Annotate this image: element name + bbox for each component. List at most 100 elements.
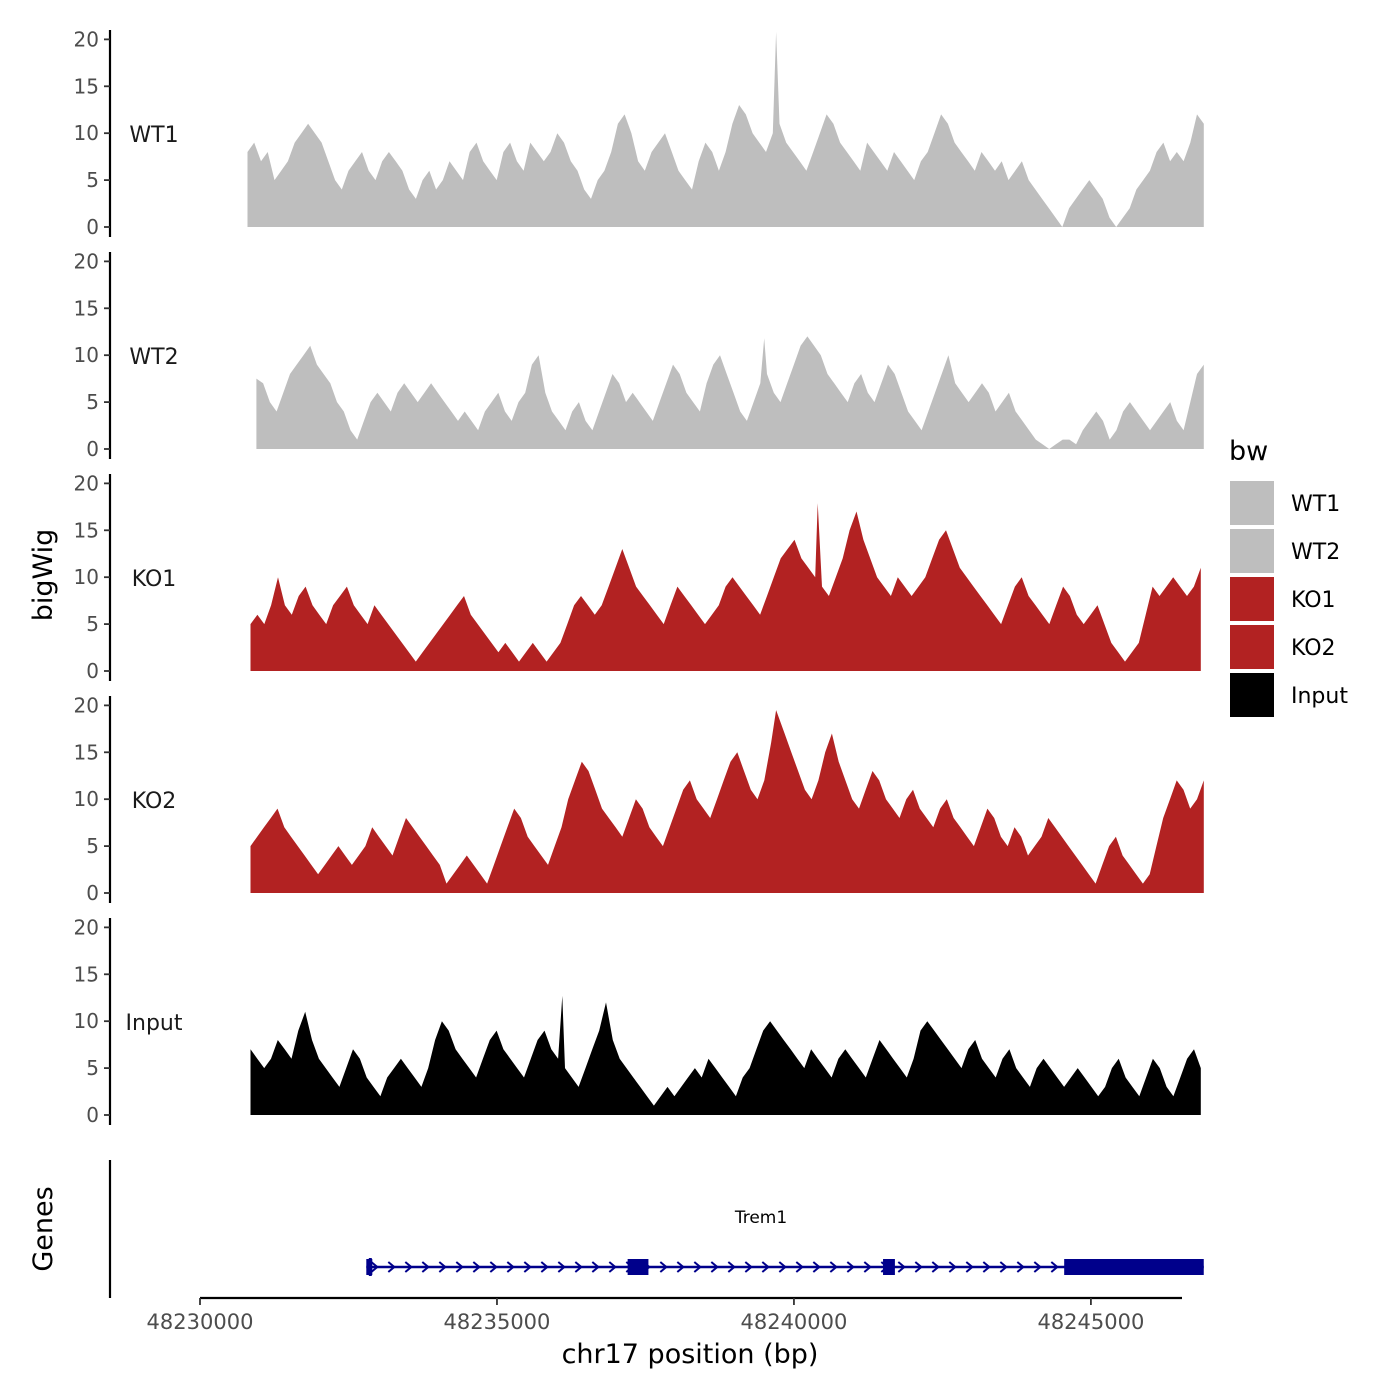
y-tick-label: 0 <box>86 659 99 683</box>
exon-2 <box>627 1259 649 1275</box>
y-tick-label: 20 <box>74 471 99 495</box>
y-tick-label: 15 <box>74 296 99 320</box>
strand-chevron <box>472 1261 481 1273</box>
strand-chevron <box>540 1261 549 1273</box>
strand-chevron <box>948 1261 957 1273</box>
strand-chevron <box>387 1261 396 1273</box>
strand-chevron <box>829 1261 838 1273</box>
strand-chevron <box>982 1261 991 1273</box>
strand-chevron <box>421 1261 430 1273</box>
coverage-area-ko1 <box>250 503 1201 671</box>
y-tick-label: 15 <box>74 518 99 542</box>
strand-chevron <box>846 1261 855 1273</box>
strand-chevron <box>489 1261 498 1273</box>
strand-chevron <box>404 1261 413 1273</box>
strand-chevron <box>438 1261 447 1273</box>
y-tick-label: 10 <box>74 787 99 811</box>
track-ko2: 0 5 10 15 20 KO2 <box>74 693 1204 905</box>
legend-swatch-ko2 <box>1230 625 1274 669</box>
y-tick-label: 5 <box>86 834 99 858</box>
x-axis: 48230000 48235000 48240000 48245000 <box>147 1296 1182 1334</box>
strand-chevron <box>812 1261 821 1273</box>
legend-swatch-wt2 <box>1230 529 1274 573</box>
strand-chevron <box>778 1261 787 1273</box>
y-tick-label: 5 <box>86 1056 99 1080</box>
legend: bw WT1 WT2 KO1 KO2 Input <box>1229 436 1348 717</box>
track-ko1: 0 5 10 15 20 KO1 <box>74 471 1201 683</box>
gene-track: Trem1 <box>108 1160 1204 1298</box>
legend-label-ko2: KO2 <box>1291 636 1336 661</box>
strand-chevron <box>506 1261 515 1273</box>
y-tick-label: 5 <box>86 390 99 414</box>
strand-chevron <box>1050 1261 1059 1273</box>
exon-4 <box>1064 1259 1204 1275</box>
strand-chevron <box>914 1261 923 1273</box>
strand-chevron <box>1016 1261 1025 1273</box>
y-tick-label: 0 <box>86 437 99 461</box>
strand-chevron <box>744 1261 753 1273</box>
x-tick-label: 48235000 <box>444 1310 551 1334</box>
y-tick-label: 10 <box>74 1009 99 1033</box>
track-wt2: 0 5 10 15 20 WT2 <box>74 249 1204 461</box>
strand-chevron <box>931 1261 940 1273</box>
coverage-area-wt1 <box>247 31 1204 228</box>
track-label: KO2 <box>132 789 177 814</box>
strand-chevron <box>710 1261 719 1273</box>
strand-chevron <box>965 1261 974 1273</box>
legend-label-wt2: WT2 <box>1291 540 1340 565</box>
y-tick-label: 0 <box>86 215 99 239</box>
y-tick-label: 15 <box>74 962 99 986</box>
y-tick-label: 5 <box>86 612 99 636</box>
y-tick-label: 0 <box>86 1103 99 1127</box>
y-tick-label: 5 <box>86 168 99 192</box>
track-label: KO1 <box>132 567 177 592</box>
bigwig-tracks: 0 5 10 15 20 WT1 0 5 10 15 20 WT2 0 5 10 15 20 KO1 0 5 10 15 2… <box>74 27 1204 1127</box>
y-axis-title: bigWig <box>28 529 59 622</box>
coverage-area-ko2 <box>250 710 1204 893</box>
x-tick-label: 48230000 <box>147 1310 254 1334</box>
legend-swatch-input <box>1230 673 1274 717</box>
y-tick-label: 10 <box>74 343 99 367</box>
x-tick-label: 48240000 <box>740 1310 847 1334</box>
strand-chevron <box>795 1261 804 1273</box>
coverage-area-input <box>250 995 1201 1115</box>
strand-chevron <box>608 1261 617 1273</box>
strand-chevron <box>676 1261 685 1273</box>
legend-label-wt1: WT1 <box>1291 492 1340 517</box>
y-tick-label: 20 <box>74 27 99 51</box>
y-tick-label: 15 <box>74 740 99 764</box>
y-tick-label: 10 <box>74 565 99 589</box>
legend-label-input: Input <box>1291 684 1348 709</box>
y-tick-label: 15 <box>74 74 99 98</box>
y-tick-label: 10 <box>74 121 99 145</box>
strand-chevron <box>574 1261 583 1273</box>
strand-chevron <box>659 1261 668 1273</box>
track-label: WT1 <box>129 123 178 148</box>
strand-chevron <box>727 1261 736 1273</box>
track-label: WT2 <box>129 345 178 370</box>
gene-track-title: Genes <box>28 1186 59 1271</box>
x-tick-label: 48245000 <box>1037 1310 1144 1334</box>
exon-1 <box>366 1259 373 1275</box>
track-wt1: 0 5 10 15 20 WT1 <box>74 27 1204 239</box>
strand-chevron <box>370 1261 379 1273</box>
strand-chevron <box>761 1261 770 1273</box>
track-label: Input <box>126 1011 183 1036</box>
y-tick-label: 20 <box>74 915 99 939</box>
strand-chevron <box>897 1261 906 1273</box>
strand-chevron <box>557 1261 566 1273</box>
coverage-area-wt2 <box>256 336 1204 449</box>
strand-chevron <box>1033 1261 1042 1273</box>
strand-chevron <box>693 1261 702 1273</box>
gene-name-label: Trem1 <box>734 1208 787 1228</box>
strand-chevron <box>591 1261 600 1273</box>
legend-swatch-wt1 <box>1230 481 1274 525</box>
x-axis-title: chr17 position (bp) <box>562 1339 819 1370</box>
legend-title: bw <box>1229 436 1268 467</box>
y-tick-label: 20 <box>74 693 99 717</box>
strand-chevron <box>523 1261 532 1273</box>
strand-chevron <box>999 1261 1008 1273</box>
legend-swatch-ko1 <box>1230 577 1274 621</box>
y-tick-label: 20 <box>74 249 99 273</box>
